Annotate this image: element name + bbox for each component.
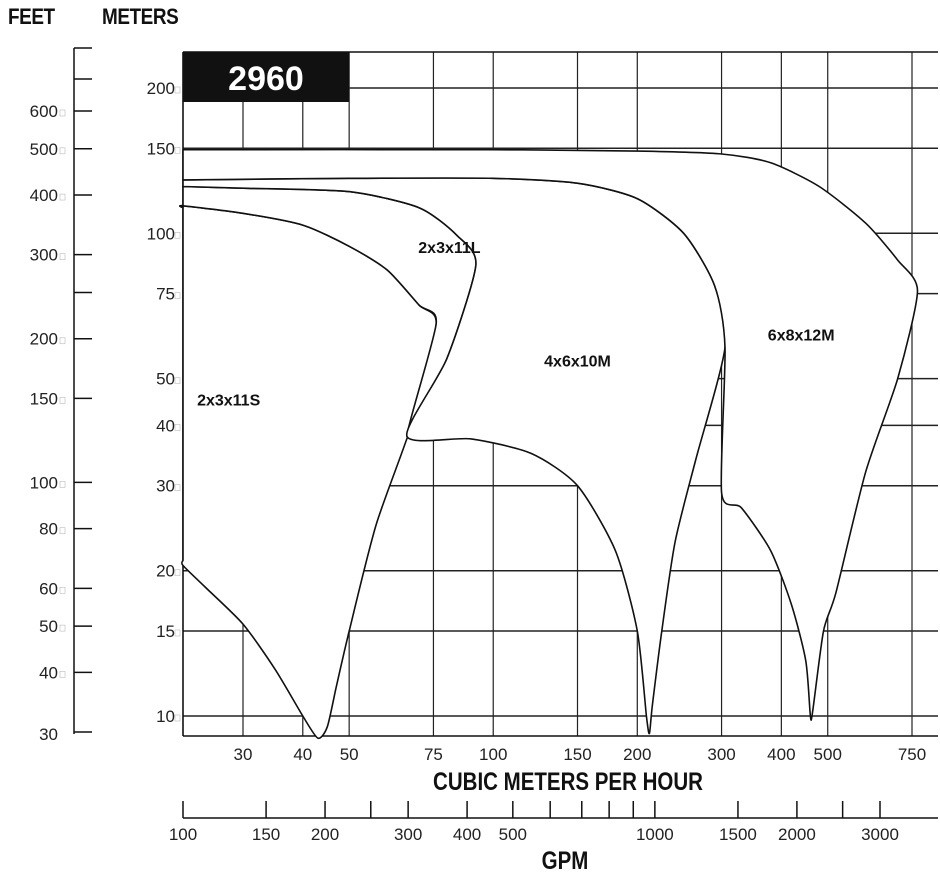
- y-tick-label-20: 20: [156, 562, 175, 581]
- y-tick-marker-30: [174, 484, 181, 491]
- x-tick-label-50: 50: [340, 745, 359, 764]
- feet-tick-label-300: 300: [30, 246, 58, 265]
- meters-axis-header: METERS: [102, 4, 179, 29]
- y-tick-marker-150: [174, 147, 181, 154]
- gpm-tick-label-500: 500: [499, 825, 527, 844]
- feet-tick-marker-500: [59, 147, 66, 155]
- feet-tick-label-100: 100: [30, 473, 58, 492]
- y-tick-marker-75: [174, 292, 181, 299]
- region-label-2x3x11S: 2x3x11S: [197, 392, 261, 409]
- y-tick-label-50: 50: [156, 370, 175, 389]
- x-axis-title-gpm: GPM: [541, 847, 589, 875]
- gpm-tick-label-100: 100: [169, 825, 197, 844]
- y-tick-marker-20: [174, 569, 181, 576]
- x-tick-label-500: 500: [814, 745, 842, 764]
- feet-tick-label-40: 40: [39, 663, 58, 682]
- x-tick-label-150: 150: [563, 745, 591, 764]
- y-tick-label-40: 40: [156, 416, 175, 435]
- speed-badge-box: [183, 52, 349, 102]
- speed-badge-text: 2960: [228, 60, 304, 98]
- feet-tick-marker-150: [59, 397, 66, 404]
- region-6x8x12M: [182, 148, 919, 721]
- feet-tick-label-600: 600: [30, 102, 58, 121]
- gpm-tick-label-1500: 1500: [719, 825, 757, 844]
- feet-axis-header: FEET: [8, 4, 55, 29]
- feet-tick-label-400: 400: [30, 186, 58, 205]
- gpm-tick-label-1000: 1000: [636, 825, 674, 844]
- feet-tick-marker-80: [59, 527, 66, 534]
- y-tick-label-100: 100: [147, 224, 175, 243]
- feet-tick-marker-300: [59, 253, 66, 260]
- feet-tick-label-60: 60: [39, 579, 58, 598]
- gpm-tick-label-150: 150: [252, 825, 280, 844]
- region-label-6x8x12M: 6x8x12M: [768, 327, 835, 344]
- feet-tick-marker-40: [59, 671, 66, 678]
- feet-tick-marker-60: [59, 587, 66, 594]
- y-tick-marker-10: [174, 714, 181, 722]
- gpm-tick-label-300: 300: [394, 825, 422, 844]
- gpm-tick-label-2000: 2000: [778, 825, 816, 844]
- y-tick-marker-15: [174, 629, 181, 637]
- x-tick-label-100: 100: [479, 745, 507, 764]
- y-tick-marker-40: [174, 424, 181, 431]
- feet-tick-marker-200: [59, 337, 66, 345]
- x-tick-label-75: 75: [424, 745, 443, 764]
- x-axis-title-cmh: CUBIC METERS PER HOUR: [433, 768, 703, 796]
- feet-tick-label-200: 200: [30, 330, 58, 349]
- y-tick-label-150: 150: [147, 139, 175, 158]
- x-tick-label-400: 400: [767, 745, 795, 764]
- feet-tick-label-500: 500: [30, 140, 58, 159]
- feet-tick-label-150: 150: [30, 389, 58, 408]
- y-tick-marker-100: [174, 232, 181, 239]
- x-tick-label-750: 750: [898, 745, 926, 764]
- feet-tick-marker-400: [59, 193, 66, 201]
- x-tick-label-300: 300: [707, 745, 735, 764]
- x-tick-label-40: 40: [293, 745, 312, 764]
- y-tick-marker-50: [174, 377, 181, 384]
- region-label-4x6x10M: 4x6x10M: [544, 353, 611, 370]
- feet-tick-marker-100: [59, 481, 66, 488]
- y-tick-label-75: 75: [156, 285, 175, 304]
- feet-tick-label-50: 50: [39, 617, 58, 636]
- feet-tick-marker-600: [59, 109, 66, 117]
- y-tick-label-10: 10: [156, 707, 175, 726]
- region-2x3x11S: [179, 204, 438, 740]
- region-label-2x3x11L: 2x3x11L: [418, 240, 481, 257]
- feet-tick-label-30: 30: [39, 725, 58, 744]
- feet-tick-label-80: 80: [39, 520, 58, 539]
- gpm-tick-label-200: 200: [311, 825, 339, 844]
- gpm-tick-label-400: 400: [453, 825, 481, 844]
- gpm-tick-label-3000: 3000: [861, 825, 899, 844]
- feet-tick-marker-50: [59, 624, 66, 632]
- x-tick-label-30: 30: [234, 745, 253, 764]
- y-tick-marker-200: [174, 86, 181, 94]
- y-tick-label-30: 30: [156, 477, 175, 496]
- x-tick-label-200: 200: [623, 745, 651, 764]
- y-tick-label-15: 15: [156, 622, 175, 641]
- y-tick-label-200: 200: [147, 79, 175, 98]
